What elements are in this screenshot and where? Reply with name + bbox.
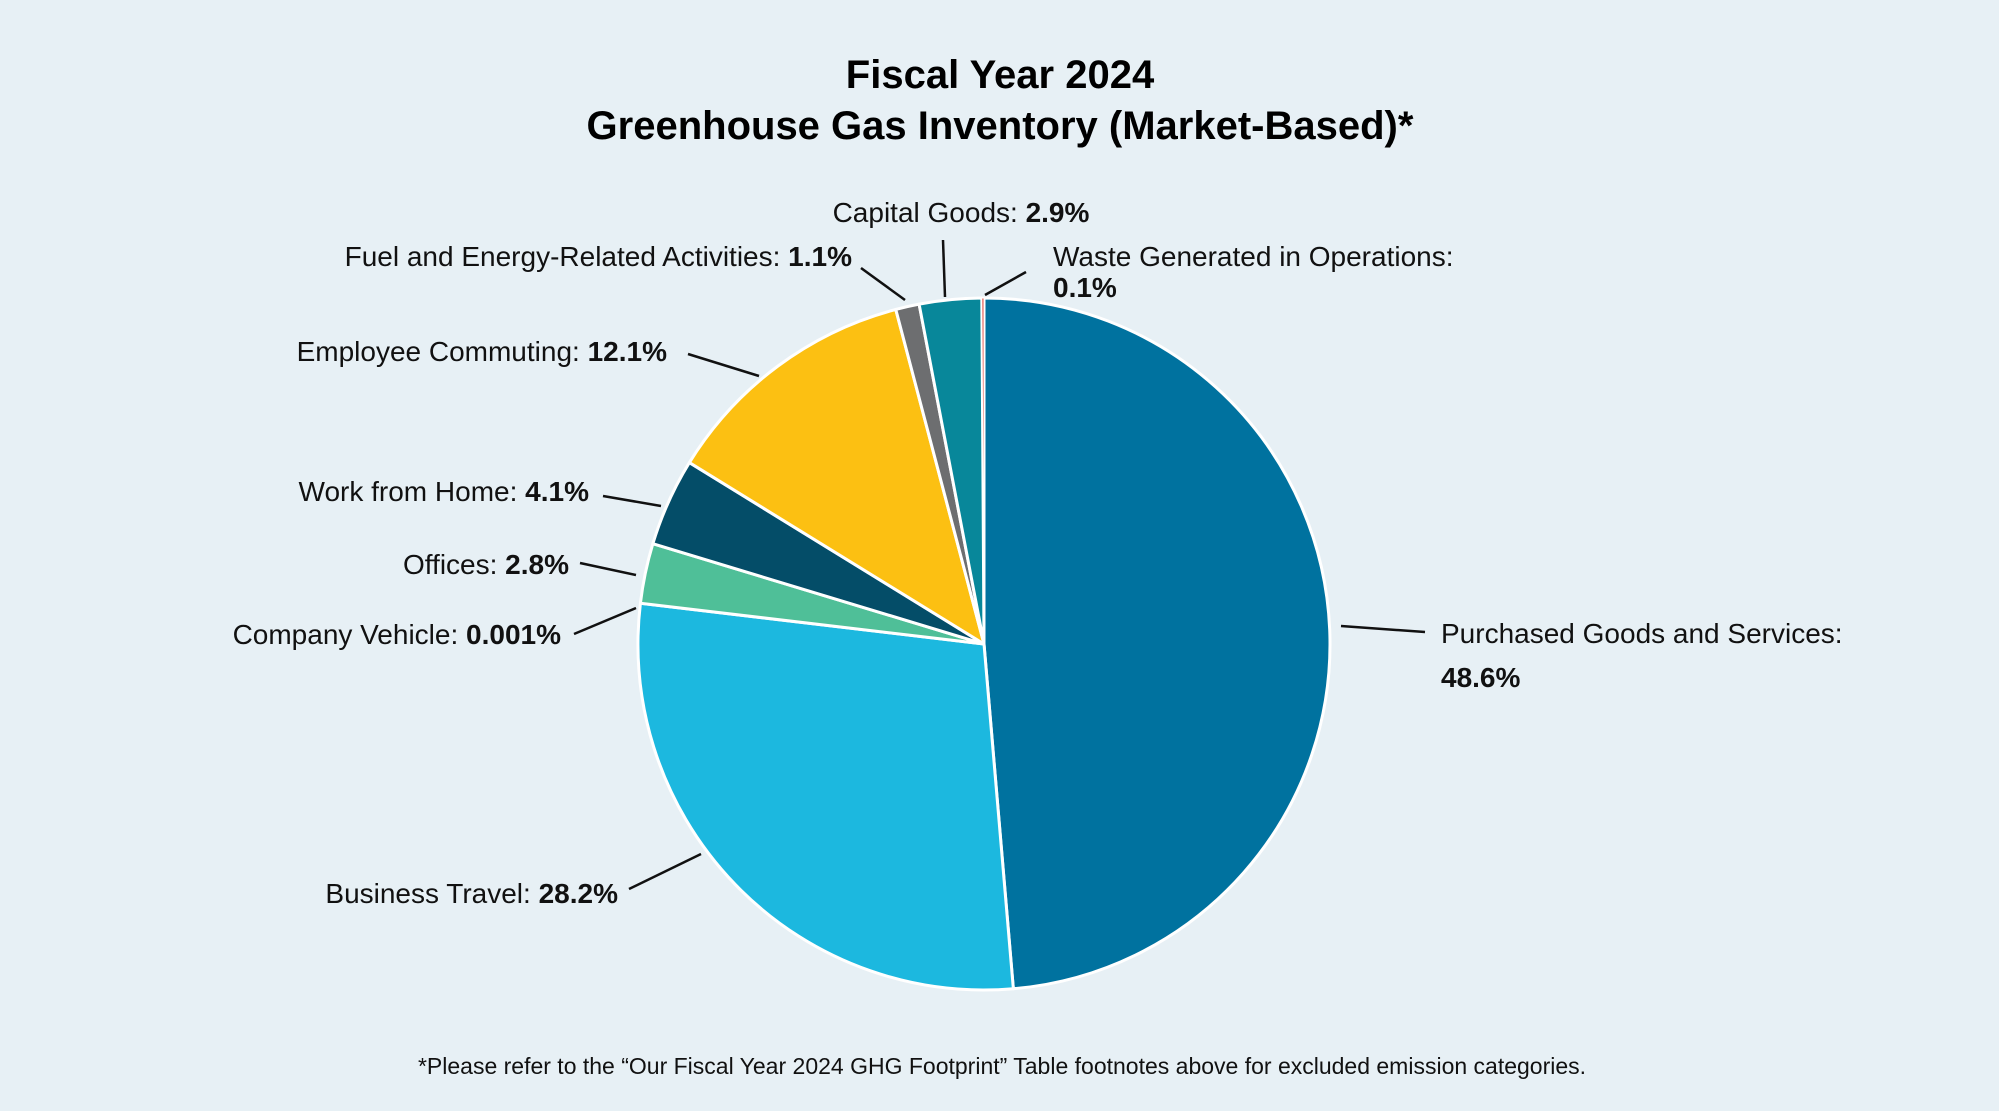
leader-work-from-home (602, 494, 662, 508)
label-work-from-home: Work from Home: 4.1% (299, 476, 590, 507)
label-waste: Waste Generated in Operations: (1053, 241, 1454, 272)
leader-fuel-energy (860, 266, 906, 302)
value-purchased: 48.6% (1441, 662, 1520, 693)
chart-title-line-1: Fiscal Year 2024 (846, 53, 1155, 97)
label-offices: Offices: 2.8% (403, 549, 569, 580)
leader-employee-commuting (687, 352, 760, 378)
leader-purchased (1340, 624, 1426, 634)
leader-capital-goods (941, 239, 947, 298)
pie-slice-employee-commuting (687, 307, 986, 646)
label-capital-goods: Capital Goods: 2.9% (833, 197, 1090, 228)
leader-business-travel (628, 852, 702, 891)
leader-company-vehicle (573, 606, 637, 636)
label-fuel-energy: Fuel and Energy-Related Activities: 1.1% (345, 241, 852, 272)
leader-lines (573, 239, 1426, 891)
slice-labels: Purchased Goods and Services: 48.6% Busi… (233, 197, 1843, 909)
label-company-vehicle: Company Vehicle: 0.001% (233, 619, 562, 650)
label-business-travel: Business Travel: 28.2% (325, 878, 618, 909)
chart-title-line-2: Greenhouse Gas Inventory (Market-Based)* (587, 104, 1414, 148)
label-purchased: Purchased Goods and Services: (1441, 618, 1843, 649)
label-employee-commuting: Employee Commuting: 12.1% (297, 336, 668, 367)
leader-offices (579, 561, 637, 577)
leader-waste (984, 270, 1027, 297)
value-waste: 0.1% (1053, 272, 1117, 303)
footnote: *Please refer to the “Our Fiscal Year 20… (418, 1053, 1586, 1079)
pie-slice-purchased-goods-and-services (982, 296, 1332, 991)
pie-slice-waste-generated-in-operations (981, 297, 985, 645)
pie-slice-business-travel (636, 601, 1015, 992)
